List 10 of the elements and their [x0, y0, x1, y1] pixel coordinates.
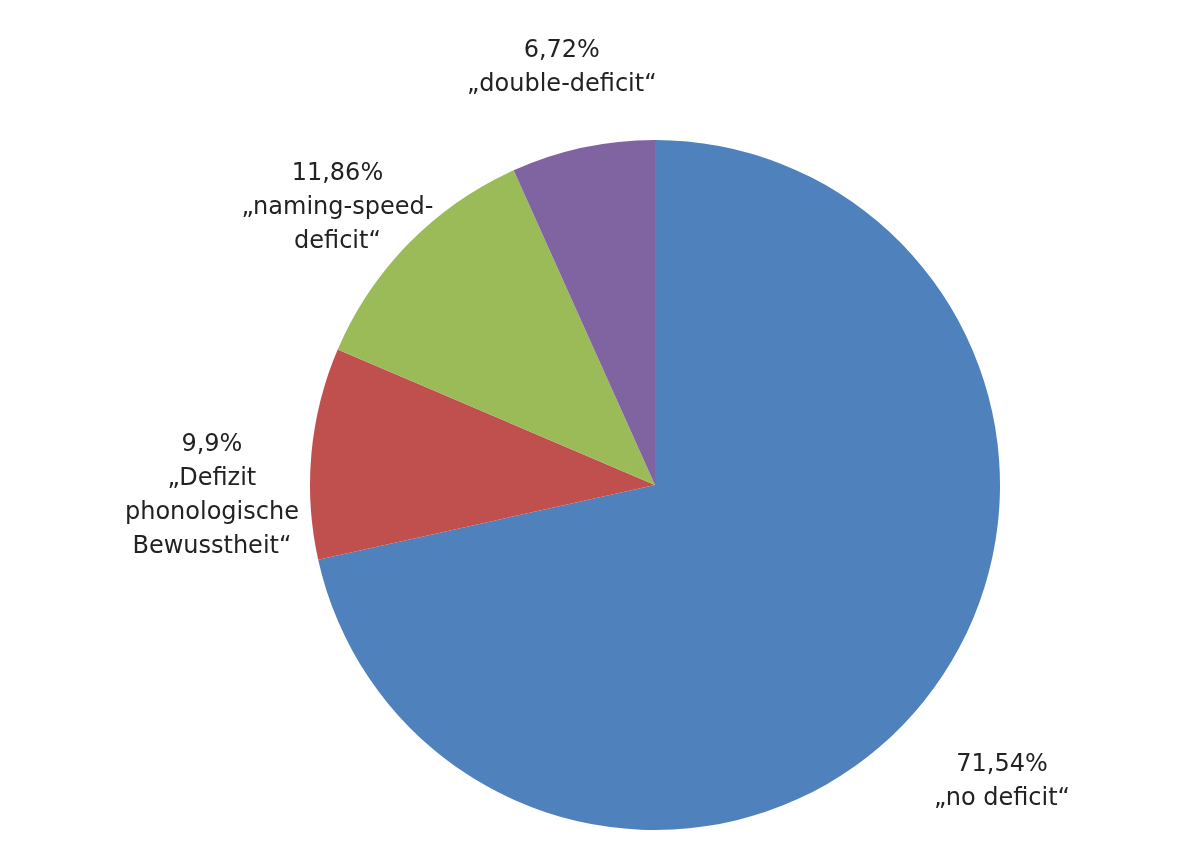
slice-label: „no deficit“	[934, 782, 1071, 811]
pie-slice	[513, 140, 655, 485]
data-label: 71,54%	[956, 748, 1048, 777]
data-label: 6,72%	[523, 34, 600, 63]
slice-label: „naming-speed-deficit“	[241, 192, 434, 255]
data-label: 11,86%	[291, 158, 384, 187]
data-label: 9,9%	[181, 428, 243, 457]
slice-label: „Defizit phonologische Bewusstheit“	[124, 462, 299, 559]
pie-slice	[310, 349, 655, 560]
slice-label: „double-deficit“	[466, 68, 657, 97]
